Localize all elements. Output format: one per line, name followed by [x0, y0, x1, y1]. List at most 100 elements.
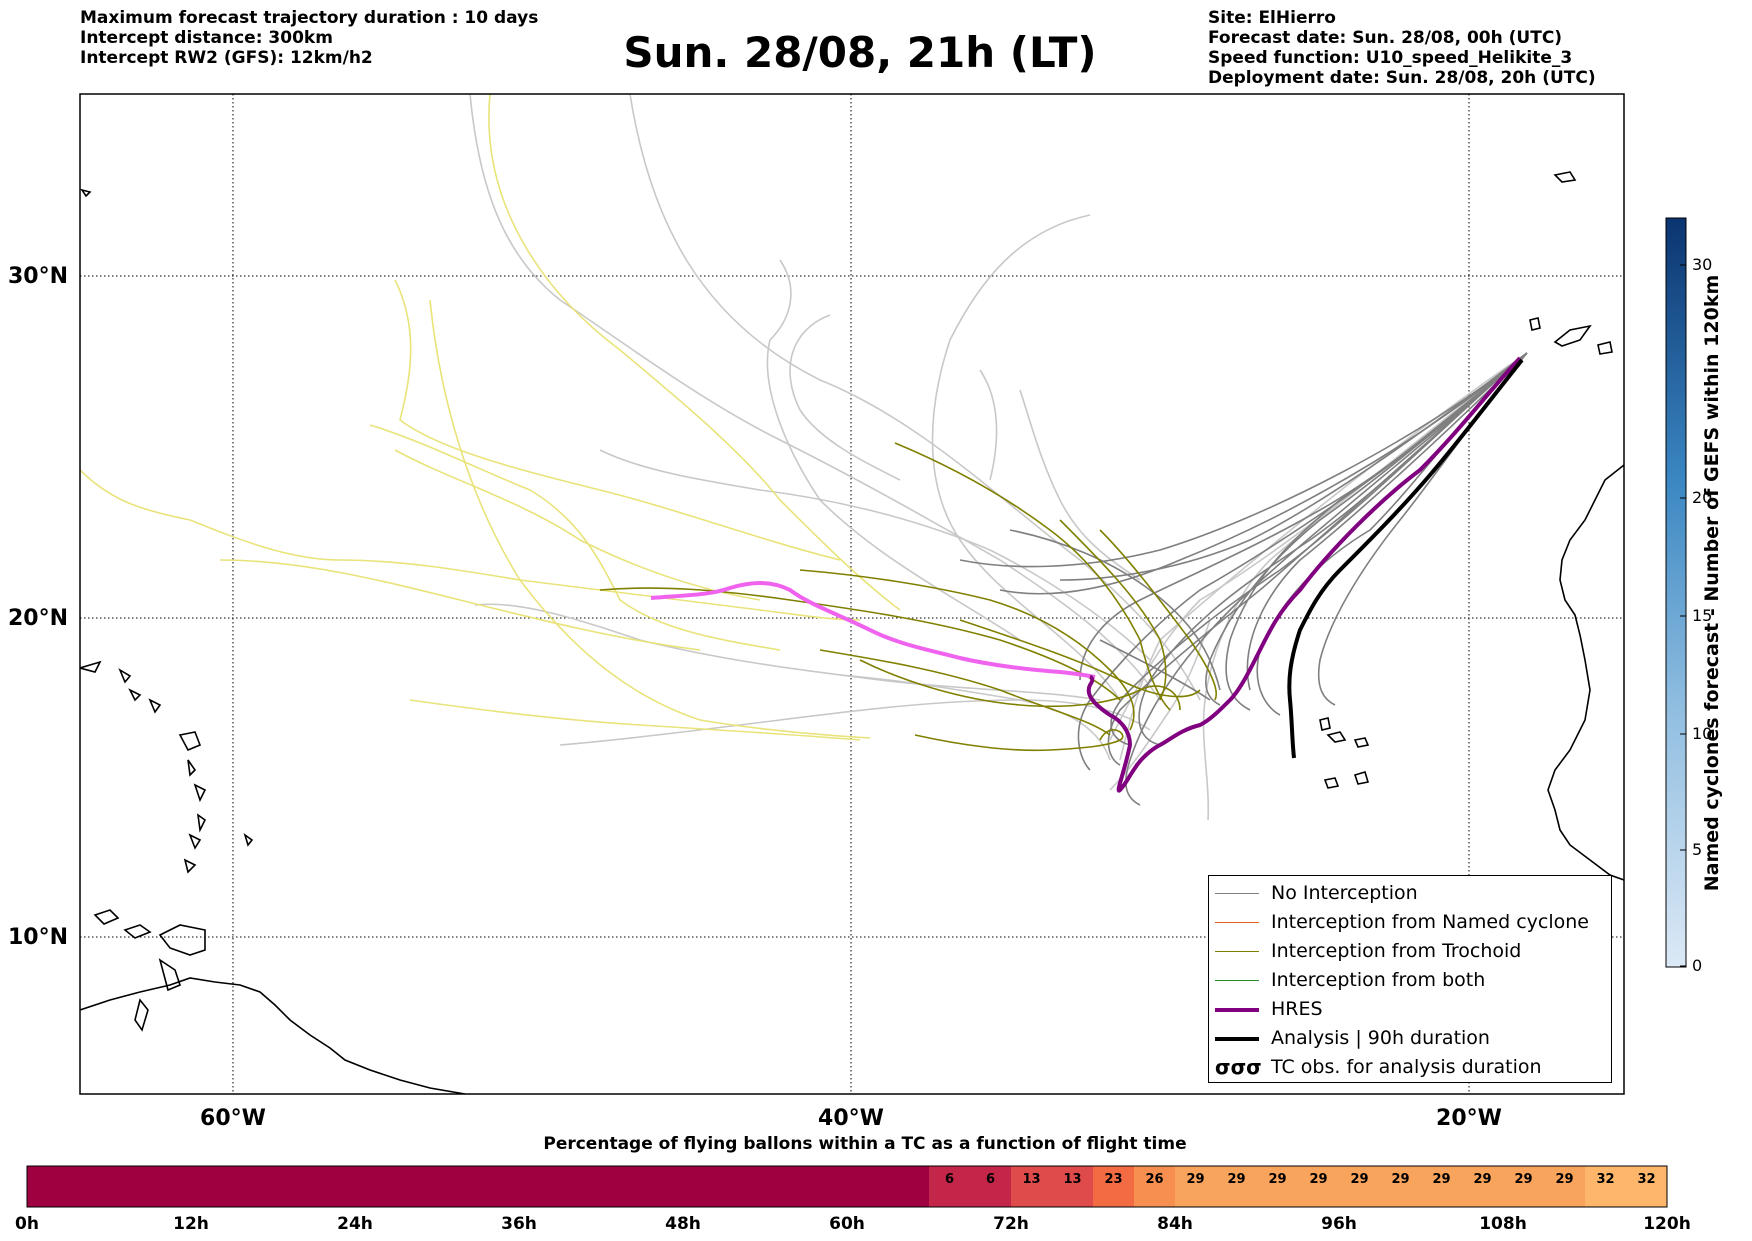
legend-label: Interception from Trochoid — [1271, 940, 1522, 962]
trajectories-no-interception — [959, 352, 1528, 806]
trajectories-yellow — [80, 94, 901, 741]
hour-label-84h: 84h — [1157, 1214, 1193, 1234]
percentage-bar — [26, 1165, 1668, 1208]
percentage-cell — [27, 1166, 69, 1207]
lat-label-20n: 20°N — [8, 606, 68, 631]
legend-item-tc-obs: σσσ TC obs. for analysis duration — [1209, 1054, 1611, 1082]
legend-label: No Interception — [1271, 882, 1418, 904]
percentage-cell — [765, 1166, 807, 1207]
percentage-cell — [68, 1166, 110, 1207]
header-left-info: Maximum forecast trajectory duration : 1… — [80, 8, 538, 68]
coastlines — [80, 171, 1624, 1094]
percentage-cell — [1585, 1166, 1627, 1207]
percentage-cell-label: 29 — [1473, 1172, 1492, 1187]
map-frame — [79, 93, 1625, 1095]
legend-swatch — [1215, 980, 1259, 981]
lat-label-10n: 10°N — [8, 925, 68, 950]
deployment-date-text: Deployment date: Sun. 28/08, 20h (UTC) — [1208, 68, 1596, 88]
site-text: Site: ElHierro — [1208, 8, 1336, 28]
percentage-cell-label: 29 — [1514, 1172, 1533, 1187]
hour-label-24h: 24h — [337, 1214, 373, 1234]
percentage-cell — [601, 1166, 643, 1207]
colorbar-tick-label-5: 5 — [1692, 840, 1703, 859]
lon-label-20w: 20°W — [1436, 1106, 1502, 1131]
percentage-cell-label: 32 — [1637, 1172, 1656, 1187]
percentage-cell — [273, 1166, 315, 1207]
percentage-cell-label: 29 — [1432, 1172, 1451, 1187]
legend-label: Analysis | 90h duration — [1271, 1027, 1490, 1049]
percentage-cell — [1421, 1166, 1463, 1207]
percentage-cell — [1175, 1166, 1217, 1207]
colorbar-tick-label-20: 20 — [1692, 488, 1713, 507]
hour-label-48h: 48h — [665, 1214, 701, 1234]
tc-obs-symbol: σσσ — [1215, 1055, 1262, 1079]
hour-label-0h: 0h — [15, 1214, 39, 1234]
lon-label-60w: 60°W — [200, 1106, 266, 1131]
legend-label: Interception from Named cyclone — [1271, 911, 1589, 933]
percentage-cell — [1134, 1166, 1176, 1207]
trajectories-light-grey — [469, 94, 1528, 821]
legend-label: TC obs. for analysis duration — [1271, 1056, 1542, 1078]
legend-item-analysis: Analysis | 90h duration — [1209, 1025, 1611, 1053]
percentage-cell-label: 29 — [1350, 1172, 1369, 1187]
hour-label-96h: 96h — [1321, 1214, 1357, 1234]
colorbar-tick-label-10: 10 — [1692, 724, 1713, 743]
percentage-cell-label: 29 — [1268, 1172, 1287, 1187]
percentage-cell-label: 6 — [944, 1172, 955, 1187]
percentage-cell-label: 29 — [1227, 1172, 1246, 1187]
percentage-cell — [519, 1166, 561, 1207]
legend-item-hres: HRES — [1209, 996, 1611, 1024]
percentage-cell — [437, 1166, 479, 1207]
percentage-cell — [1257, 1166, 1299, 1207]
legend-swatch — [1215, 951, 1259, 952]
percentage-cell — [724, 1166, 766, 1207]
colorbar-tick-label-30: 30 — [1692, 255, 1713, 274]
percentage-cell — [1216, 1166, 1258, 1207]
percentage-cell-label: 29 — [1555, 1172, 1574, 1187]
percentage-cell — [1298, 1166, 1340, 1207]
percentage-cell — [150, 1166, 192, 1207]
hour-label-72h: 72h — [993, 1214, 1029, 1234]
percentage-cell-label: 6 — [985, 1172, 996, 1187]
legend-swatch — [1215, 1008, 1259, 1012]
percentage-cell — [642, 1166, 684, 1207]
percentage-bar-title: Percentage of flying ballons within a TC… — [543, 1134, 1187, 1154]
legend-item-named-cyclone: Interception from Named cyclone — [1209, 909, 1611, 937]
analysis-trajectory — [1287, 358, 1524, 759]
legend-item-trochoid: Interception from Trochoid — [1209, 938, 1611, 966]
percentage-cell — [560, 1166, 602, 1207]
hour-label-12h: 12h — [173, 1214, 209, 1234]
percentage-cell-label: 26 — [1145, 1172, 1164, 1187]
intercept-rw2-text: Intercept RW2 (GFS): 12km/h2 — [80, 48, 373, 68]
colorbar-gradient — [1665, 217, 1687, 968]
legend-label: Interception from both — [1271, 969, 1486, 991]
percentage-bar-frame — [26, 1165, 1668, 1208]
hour-label-36h: 36h — [501, 1214, 537, 1234]
hour-label-60h: 60h — [829, 1214, 865, 1234]
percentage-cell — [683, 1166, 725, 1207]
percentage-cell — [1626, 1166, 1668, 1207]
legend-swatch — [1215, 922, 1259, 923]
forecast-date-text: Forecast date: Sun. 28/08, 00h (UTC) — [1208, 28, 1563, 48]
hres-trajectory-pink — [650, 581, 1096, 679]
colorbar-tick-label-0: 0 — [1692, 956, 1703, 975]
max-duration-text: Maximum forecast trajectory duration : 1… — [80, 8, 539, 28]
percentage-cell-label: 29 — [1309, 1172, 1328, 1187]
legend-label: HRES — [1271, 998, 1323, 1020]
legend-swatch — [1215, 1037, 1259, 1041]
percentage-cell-label: 23 — [1104, 1172, 1123, 1187]
percentage-cell — [355, 1166, 397, 1207]
gridlines — [80, 94, 1624, 1094]
colorbar-label: Named cyclones forecast - Number of GEFS… — [1701, 274, 1723, 892]
percentage-cell — [847, 1166, 889, 1207]
percentage-cell-label: 29 — [1391, 1172, 1410, 1187]
legend-item-no-interception: No Interception — [1209, 880, 1611, 908]
percentage-cell — [1503, 1166, 1545, 1207]
percentage-cell — [1011, 1166, 1053, 1207]
percentage-cell — [1339, 1166, 1381, 1207]
cyclone-colorbar — [1665, 217, 1687, 968]
hres-trajectory — [1086, 356, 1522, 793]
trajectories-trochoid — [599, 442, 1217, 752]
lat-label-30n: 30°N — [8, 264, 68, 289]
speed-function-text: Speed function: U10_speed_Helikite_3 — [1208, 48, 1573, 68]
